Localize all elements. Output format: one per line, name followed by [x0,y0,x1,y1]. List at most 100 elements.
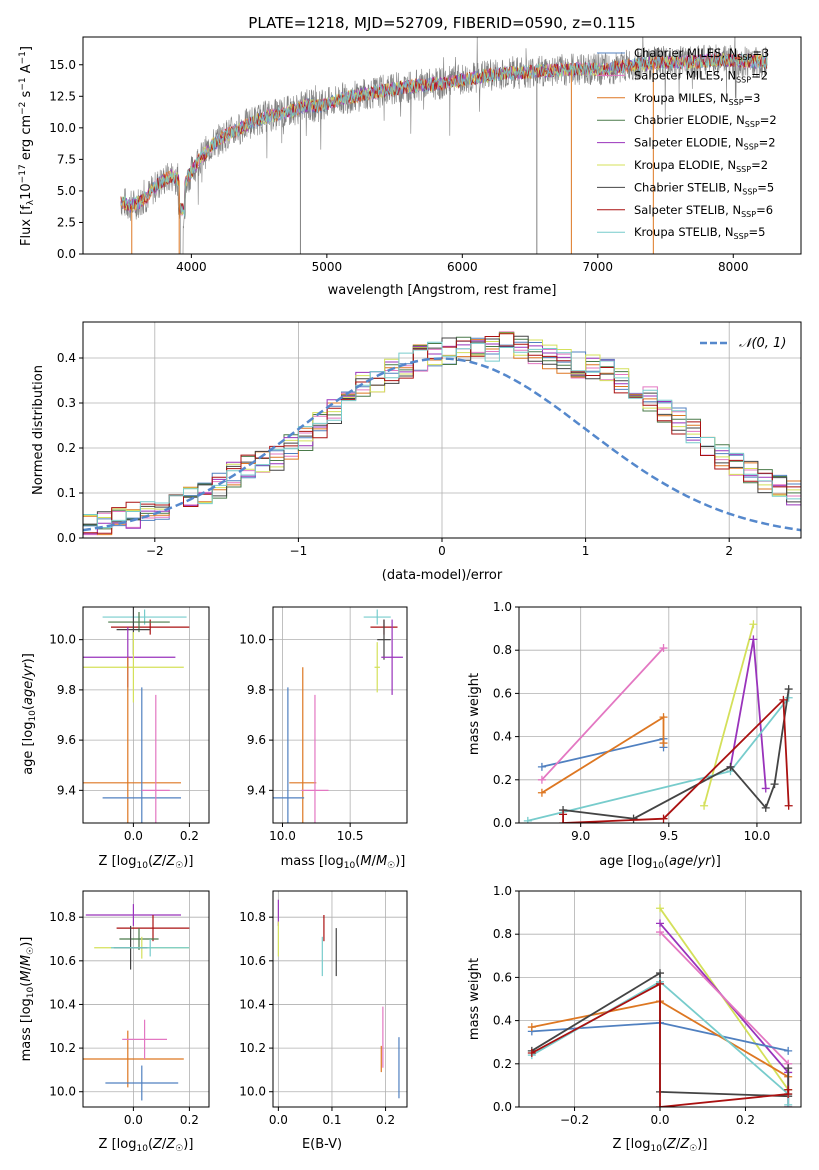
residual-histogram [83,341,801,538]
model-spectrum [120,52,768,217]
y-tick-label: 15.0 [49,58,76,72]
x-tick-label: 0.0 [124,829,143,843]
y-tick-label: 0.3 [57,396,76,410]
mass-weight-marker [527,1023,536,1032]
axes-frame [272,606,408,824]
y-tick-label: 10.8 [239,910,266,924]
residual-histogram [83,340,801,538]
mass-weight-line [659,931,790,1107]
mass-weight-marker [559,810,568,819]
x-tick-label: −2 [146,544,164,558]
y-tick-label: 0.0 [493,1100,512,1114]
x-tick-label: −1 [290,544,308,558]
y-tick-label: 0.0 [493,816,512,830]
mass-weight-line [541,737,665,768]
mass-weight-marker [749,635,758,644]
mass-weight-marker [656,904,664,913]
legend-entry: Salpeter STELIB, NSSP=6 [634,203,773,219]
y-tick-label: 7.5 [57,152,76,166]
mass-metallicity-xlabel: Z [log10(Z/Z☉)] [99,1137,194,1154]
legend-entry: Kroupa ELODIE, NSSP=2 [634,158,768,174]
x-tick-label: 0.2 [736,1113,755,1127]
weight-age-xlabel: age [log10(age/yr)] [599,854,721,871]
x-tick-label: −0.2 [560,1113,589,1127]
mass-weight-marker [537,788,546,797]
mass-weight-marker [527,1049,536,1057]
mass-vs-metallicity-panel: 0.0 0.2 10.0 10.2 10.4 10.6 10.8 [49,890,210,1127]
y-tick-label: 0.8 [493,643,512,657]
mass-weight-marker [537,775,546,784]
axes-frame [82,606,210,824]
y-tick-label: 10.4 [49,997,76,1011]
y-tick-label: 0.2 [493,773,512,787]
mass-weight-line [541,647,665,781]
x-tick-label: 10.5 [337,829,364,843]
y-tick-label: 10.6 [49,954,76,968]
y-tick-label: 1.0 [493,884,512,898]
axes-frame [82,890,210,1108]
mass-weight-marker [559,819,568,823]
mass-weight-marker [779,695,788,704]
residual-histogram-panel: −2 −1 0 1 2 0.0 0.1 0.2 0.3 0.4 [57,321,802,558]
mass-weight-marker [537,762,546,771]
legend-entry: 𝒩(0, 1) [739,336,786,351]
y-tick-label: 0.4 [57,351,76,365]
x-tick-label: 8000 [718,260,749,274]
y-tick-label: 9.8 [57,683,76,697]
mass-weight-marker [749,620,758,629]
y-tick-label: 0.4 [493,1014,512,1028]
mass-weight-line [531,982,790,1107]
y-tick-label: 0.6 [493,970,512,984]
age-vs-metallicity-panel: 0.0 0.2 9.4 9.6 9.8 10.0 [49,606,210,843]
y-tick-label: 1.0 [493,600,512,614]
plot-area [83,607,190,823]
mass-weight-marker [629,814,638,823]
extinction-xlabel: E(B-V) [302,1137,342,1152]
mass-weight-marker [784,1064,793,1073]
spectrum-legend: Chabrier MILES, NSSP=3 Salpeter MILES, NS… [597,46,777,241]
legend-entry: Salpeter ELODIE, NSSP=2 [634,136,776,152]
weight-metallicity-ylabel: mass weight [467,958,482,1040]
y-tick-label: 10.0 [49,121,76,135]
mass-weight-marker [523,816,532,823]
x-tick-label: 0.0 [650,1113,669,1127]
spectrum-panel: 4000 5000 6000 7000 8000 0.0 2.5 5.0 7.5 10.0 12.5… [49,36,802,274]
y-tick-label: 0.8 [493,927,512,941]
y-tick-label: 5.0 [57,184,76,198]
mass-weight-marker [784,685,793,694]
normal-reference-curve [83,357,801,532]
spectrum-ylabel: Flux [fλ10−17 erg cm−2 s−1 A−1] [18,46,36,246]
weight-metallicity-xlabel: Z [log10(Z/Z☉)] [613,1137,708,1154]
y-tick-label: 0.0 [57,247,76,261]
y-tick-label: 9.8 [247,683,266,697]
model-spectrum [120,53,768,214]
y-tick-label: 9.6 [57,733,76,747]
mass-weight-marker [761,784,770,793]
mass-weight-marker [659,739,668,748]
age-metallicity-xlabel: Z [log10(Z/Z☉)] [99,854,194,871]
x-tick-label: 1 [582,544,590,558]
mass-weight-line [527,697,790,822]
histogram-legend: 𝒩(0, 1) [700,336,786,351]
spectrum-xlabel: wavelength [Angstrom, rest frame] [328,283,557,298]
mass-weight-marker [656,969,664,978]
mass-weight-marker [784,1046,793,1055]
x-tick-label: 9.5 [659,829,678,843]
mass-weight-marker [659,814,668,823]
plot-area [527,904,793,1107]
x-tick-label: 5000 [312,260,343,274]
y-tick-label: 10.8 [49,910,76,924]
y-tick-label: 0.4 [493,730,512,744]
y-tick-label: 0.1 [57,486,76,500]
x-tick-label: 2 [725,544,733,558]
y-tick-label: 9.6 [247,733,266,747]
axes-frame [272,890,408,1108]
plot-area [277,899,400,1099]
residual-histogram [83,331,801,538]
x-tick-label: 4000 [176,260,207,274]
legend-entry: Kroupa STELIB, NSSP=5 [634,225,765,241]
y-tick-label: 2.5 [57,215,76,229]
x-tick-label: 10.0 [744,829,771,843]
y-tick-label: 10.0 [49,633,76,647]
